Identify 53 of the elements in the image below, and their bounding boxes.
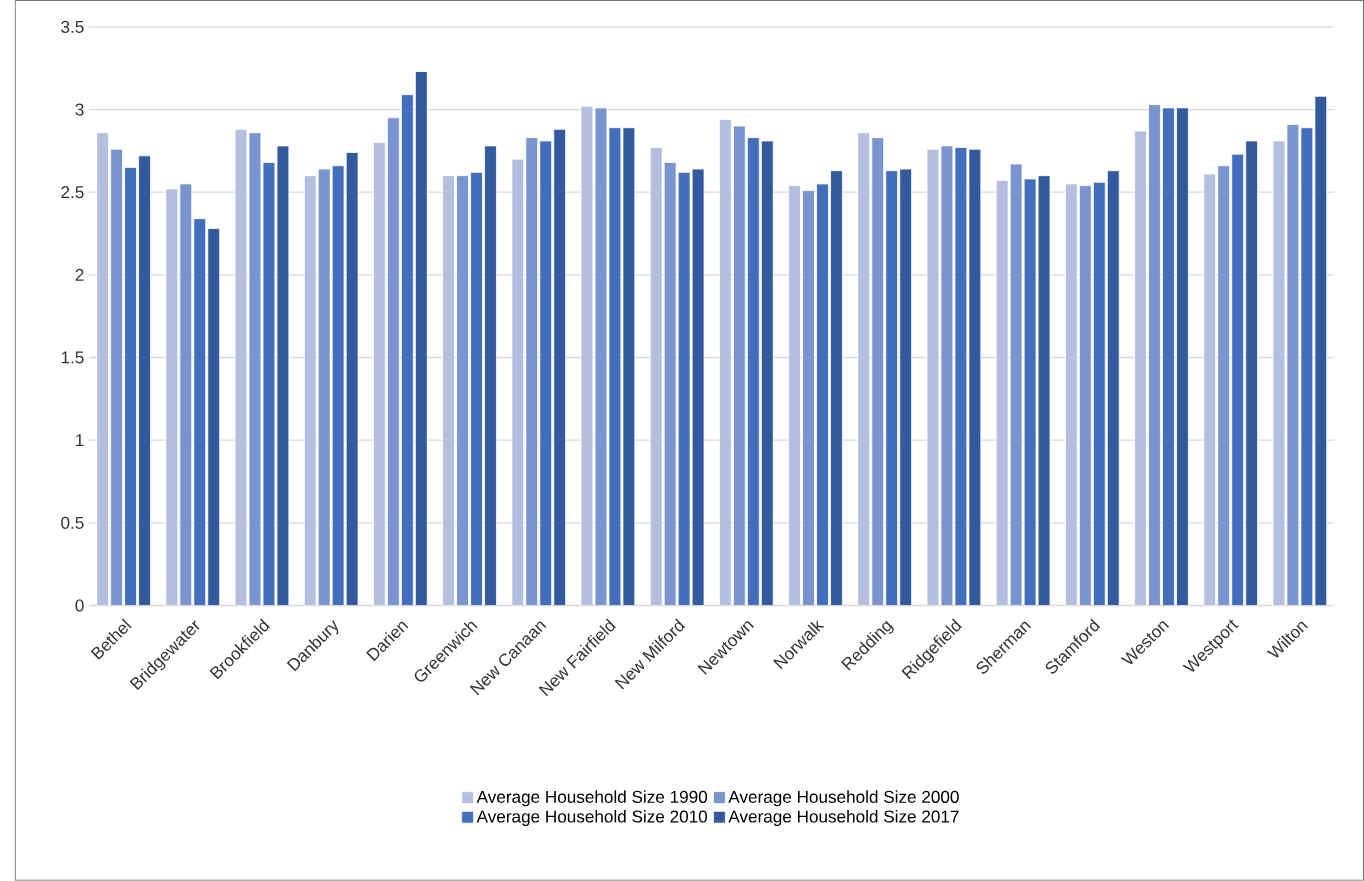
bar (1134, 130, 1147, 606)
bar (760, 140, 774, 606)
bar (387, 117, 400, 606)
y-tick-label: 0 (75, 599, 84, 612)
bar (456, 175, 469, 606)
bar (1245, 140, 1258, 606)
legend-label: Average Household Size 1990 (476, 790, 708, 807)
bar (857, 132, 871, 606)
bar (401, 94, 414, 606)
bar (525, 137, 539, 606)
bar (1078, 185, 1092, 606)
bar (373, 142, 386, 606)
bar (442, 175, 455, 606)
y-tick-label: 3.5 (61, 20, 84, 34)
y-tick-label: 1.5 (61, 351, 84, 364)
y-tick-label: 3 (75, 103, 84, 116)
bar (1176, 107, 1189, 606)
bar (746, 137, 760, 606)
bar (207, 228, 221, 606)
legend-label: Average Household Size 2017 (728, 810, 959, 827)
bar (871, 137, 885, 606)
legend-label: Average Household Size 2010 (476, 810, 708, 827)
bar (1065, 183, 1078, 606)
bar (124, 167, 137, 606)
bar (1106, 170, 1120, 606)
bar (899, 168, 913, 606)
y-tick-label: 2.5 (61, 186, 84, 199)
bar (885, 170, 899, 606)
bar (719, 119, 732, 606)
bar (1092, 181, 1106, 606)
bar (484, 145, 497, 606)
bar (110, 148, 123, 606)
y-tick-label: 1 (76, 434, 84, 447)
bar (138, 155, 151, 606)
bar (830, 170, 843, 606)
bar (1217, 165, 1231, 606)
bar (553, 129, 567, 606)
bar (193, 218, 207, 606)
y-tick-label: 0.5 (61, 516, 84, 529)
bar (802, 190, 815, 606)
bar (733, 125, 746, 606)
bar (1148, 104, 1161, 606)
bar (1203, 173, 1217, 606)
bar (539, 140, 553, 606)
y-tick-label: 2 (75, 268, 84, 281)
bar (1162, 107, 1175, 606)
bar (816, 183, 829, 606)
bar (788, 185, 801, 606)
bar (414, 71, 428, 606)
bar (470, 172, 483, 606)
legend-label: Average Household Size 2000 (728, 790, 959, 807)
bar (1231, 153, 1245, 606)
bar (96, 132, 109, 606)
